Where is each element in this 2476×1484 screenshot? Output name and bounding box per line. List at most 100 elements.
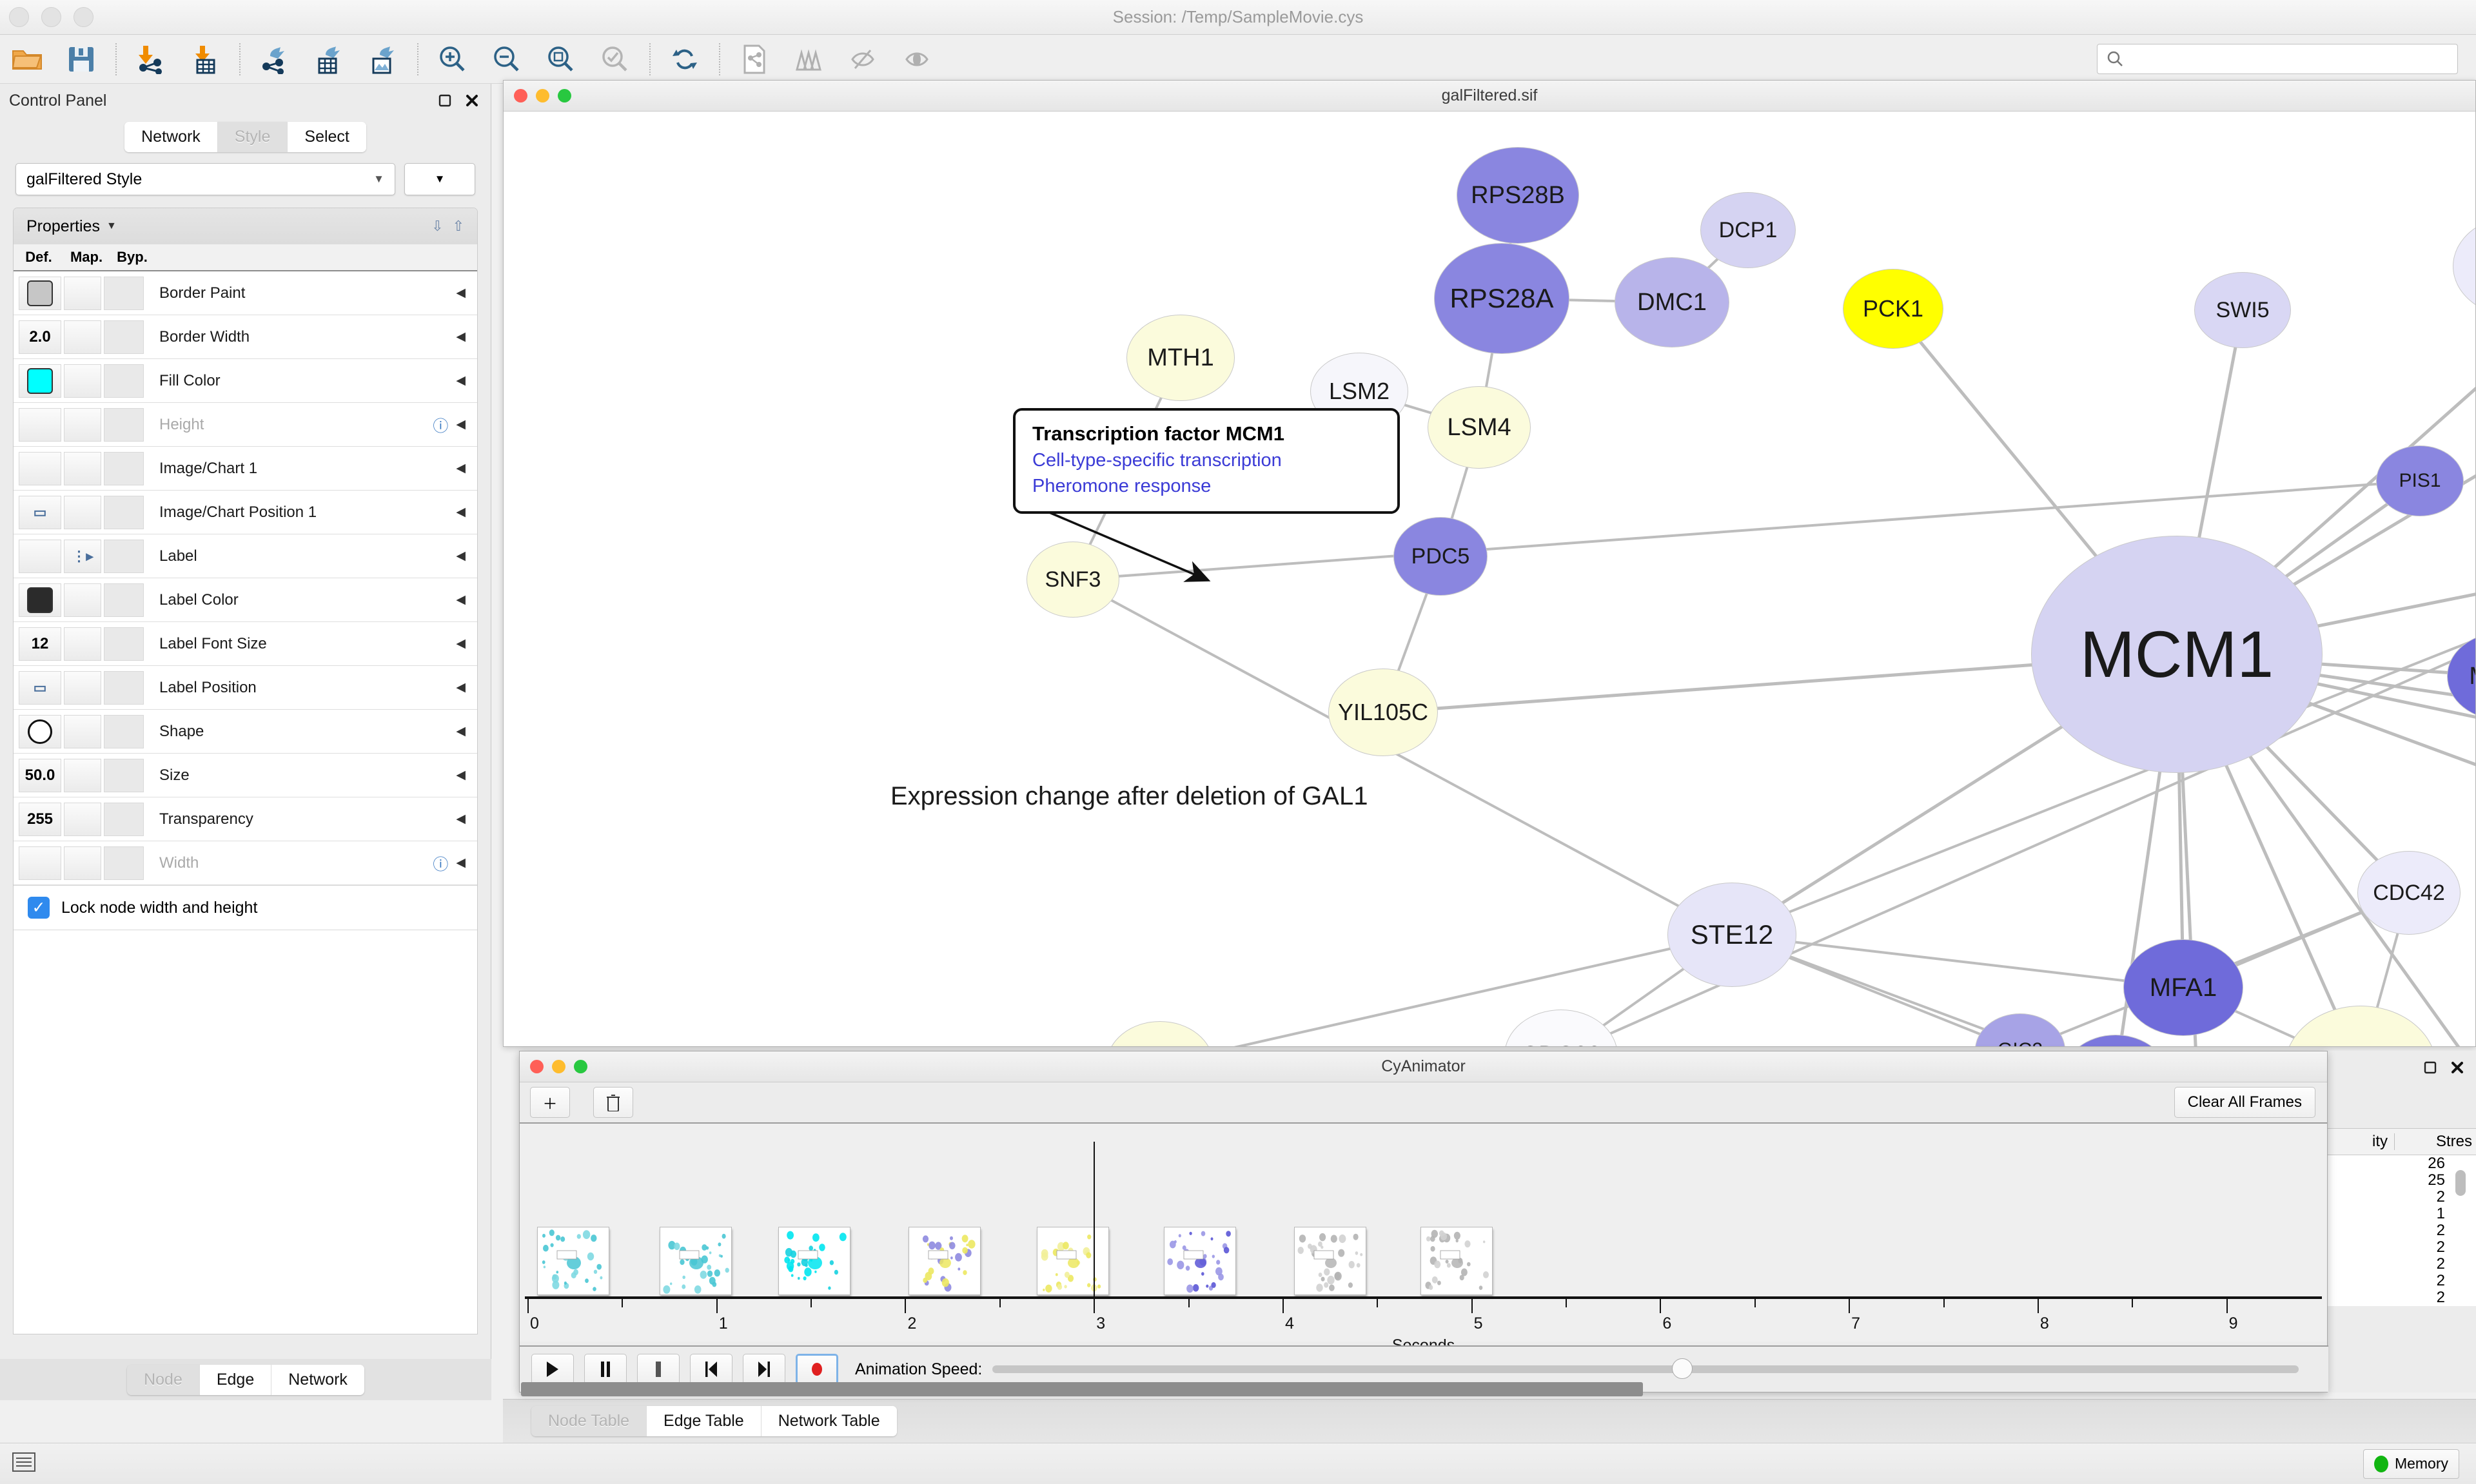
property-mapping-cell[interactable] [64,670,101,705]
property-bypass-cell[interactable] [104,670,144,705]
property-row-width[interactable]: Width ⓘ ◀ [14,841,477,885]
property-default-cell[interactable] [19,276,61,310]
timeline-frame-thumbnail[interactable] [536,1227,609,1295]
info-icon[interactable]: ⓘ [433,418,449,435]
property-default-cell[interactable] [19,539,61,573]
delete-frame-button[interactable] [593,1087,633,1118]
property-mapping-cell[interactable] [64,364,101,398]
close-icon[interactable] [462,91,482,110]
property-mapping-cell[interactable] [64,276,101,310]
timeline-frame-thumbnail[interactable] [659,1227,732,1295]
property-expand-icon[interactable]: ◀ [456,637,466,650]
minimize-network-dot[interactable] [536,89,549,103]
property-expand-icon[interactable]: ◀ [456,286,466,300]
column-header-ity[interactable]: ity [2372,1133,2388,1150]
property-mapping-cell[interactable] [64,495,101,529]
network-node[interactable]: YIL105C [1328,669,1438,756]
property-default-cell[interactable]: 50.0 [19,758,61,792]
play-button[interactable] [531,1354,574,1385]
property-row-label-color[interactable]: Label Color ◀ [14,578,477,622]
table-vertical-scrollbar[interactable] [2455,1170,2466,1196]
tab-network-table[interactable]: Network Table [761,1406,897,1436]
property-mapping-cell[interactable] [64,758,101,792]
network-node[interactable]: MTH1 [1126,315,1235,401]
close-network-dot[interactable] [514,89,527,103]
network-node[interactable]: PCK1 [1843,269,1943,349]
refresh-icon[interactable] [658,35,712,84]
property-default-cell[interactable]: 2.0 [19,320,61,354]
hide-icon[interactable] [836,35,890,84]
network-node[interactable]: LSM4 [1428,386,1531,469]
export-network-icon[interactable] [248,35,302,84]
property-default-cell[interactable] [19,846,61,880]
tab-style[interactable]: Style [217,121,288,152]
tab-edge[interactable]: Edge [199,1364,272,1395]
property-bypass-cell[interactable] [104,320,144,354]
property-row-border-paint[interactable]: Border Paint ◀ [14,271,477,315]
network-traffic-lights[interactable] [514,89,571,103]
clear-all-frames-button[interactable]: Clear All Frames [2174,1087,2315,1118]
export-table-icon[interactable] [302,35,356,84]
timeline-frame-thumbnail[interactable] [1420,1227,1493,1295]
pause-button[interactable] [584,1354,627,1385]
tab-select[interactable]: Select [288,121,366,152]
property-default-cell[interactable] [19,583,61,617]
table-row[interactable]: 2 [2436,1238,2445,1256]
open-folder-icon[interactable] [0,35,54,84]
skip-start-button[interactable] [690,1354,732,1385]
property-default-cell[interactable]: ▭ [19,670,61,705]
close-cyanimator-dot[interactable] [530,1060,544,1073]
property-default-cell[interactable]: 255 [19,802,61,836]
maximize-cyanimator-dot[interactable] [574,1060,587,1073]
window-traffic-lights[interactable] [9,7,93,27]
network-node[interactable]: MCM1 [2031,536,2323,773]
timeline-frame-thumbnail[interactable] [1163,1227,1236,1295]
network-canvas[interactable]: RPS28BDCP1RPS28ADMC1PCK1SWI5GAL80GAL11ST… [504,112,2475,1046]
zoom-in-icon[interactable] [426,35,480,84]
expand-all-icon[interactable]: ⇧ [452,218,464,234]
property-mapping-cell[interactable] [64,627,101,661]
zoom-out-icon[interactable] [480,35,534,84]
property-default-cell[interactable] [19,364,61,398]
tab-node[interactable]: Node [127,1364,200,1395]
property-bypass-cell[interactable] [104,276,144,310]
property-expand-icon[interactable]: ◀ [456,418,466,431]
property-default-cell[interactable]: ▭ [19,495,61,529]
property-mapping-cell[interactable] [64,583,101,617]
property-expand-icon[interactable]: ◀ [456,856,466,870]
zoom-fit-icon[interactable] [534,35,588,84]
zoom-selected-icon[interactable] [588,35,642,84]
maximize-network-dot[interactable] [558,89,571,103]
network-node[interactable]: PDC5 [1393,517,1488,596]
skip-end-button[interactable] [743,1354,785,1385]
property-default-cell[interactable]: 12 [19,627,61,661]
network-edge[interactable] [1072,480,2421,581]
property-expand-icon[interactable]: ◀ [456,768,466,782]
info-icon[interactable]: ⓘ [433,856,449,874]
style-dropdown[interactable]: galFiltered Style ▼ [15,163,395,195]
property-expand-icon[interactable]: ◀ [456,593,466,607]
property-row-label-font-size[interactable]: 12 Label Font Size ◀ [14,622,477,666]
property-row-image-chart-1[interactable]: Image/Chart 1 ◀ [14,447,477,491]
tab-network-style[interactable]: Network [271,1364,364,1395]
property-bypass-cell[interactable] [104,714,144,748]
search-input[interactable] [2097,44,2458,74]
show-icon[interactable] [890,35,944,84]
property-mapping-cell[interactable] [64,714,101,748]
network-edge[interactable] [1072,578,1733,936]
memory-status-button[interactable]: Memory [2363,1449,2459,1479]
property-mapping-cell[interactable] [64,846,101,880]
property-bypass-cell[interactable] [104,364,144,398]
property-mapping-cell[interactable]: ⋮▸ [64,539,101,573]
tab-node-table[interactable]: Node Table [531,1406,647,1436]
property-bypass-cell[interactable] [104,583,144,617]
property-row-image-chart-position-1[interactable]: ▭ Image/Chart Position 1 ◀ [14,491,477,534]
property-row-fill-color[interactable]: Fill Color ◀ [14,359,477,403]
property-row-shape[interactable]: Shape ◀ [14,710,477,754]
network-edge[interactable] [1731,933,2184,989]
cyanimator-traffic-lights[interactable] [530,1060,587,1073]
stop-button[interactable] [637,1354,680,1385]
style-options-menu-button[interactable]: ▼ [404,163,475,195]
timeline-frame-thumbnail[interactable] [909,1227,981,1295]
timeline-frame-thumbnail[interactable] [778,1227,851,1295]
